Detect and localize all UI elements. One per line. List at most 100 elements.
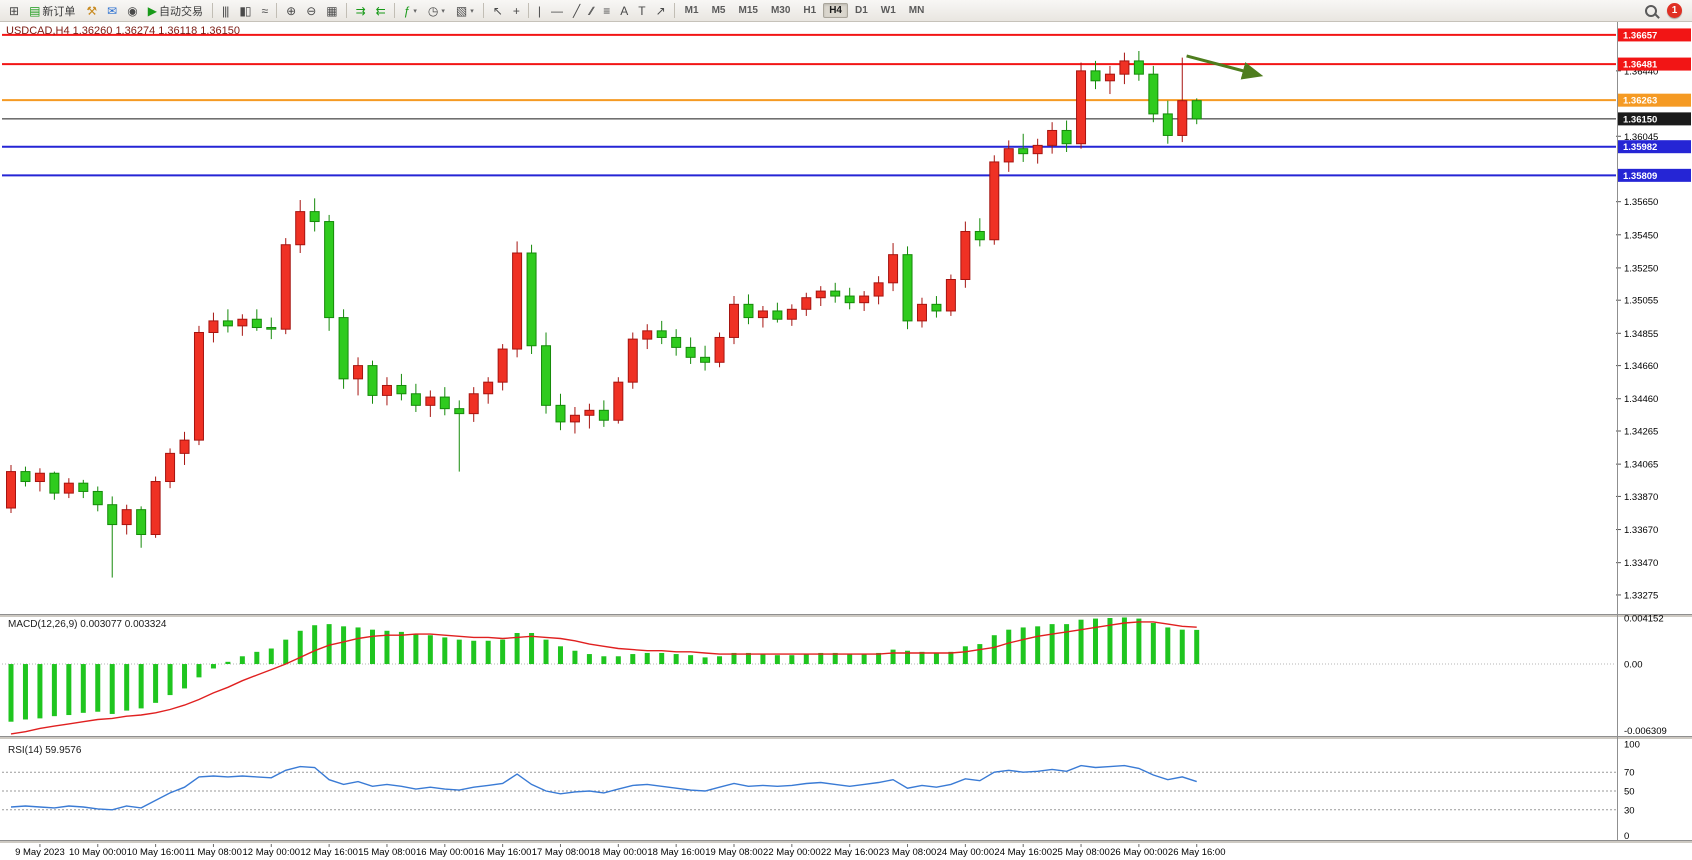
svg-text:1.35982: 1.35982	[1623, 142, 1657, 153]
candle-chart-mode-button[interactable]: ▮▯	[234, 0, 255, 21]
candles	[6, 50, 1202, 578]
svg-text:1.33275: 1.33275	[1624, 590, 1658, 601]
template-icon: ▧	[455, 3, 467, 18]
svg-text:30: 30	[1624, 805, 1635, 816]
macd-histogram	[8, 617, 1200, 722]
clock-icon: ◷	[427, 3, 439, 18]
timeframe-w1[interactable]: W1	[880, 5, 896, 16]
svg-text:18 May 00:00: 18 May 00:00	[590, 847, 648, 858]
svg-text:19 May 08:00: 19 May 08:00	[705, 847, 763, 858]
chevron-down-icon: ▾	[413, 7, 417, 15]
strategy-tester-button[interactable]: ⚒	[81, 0, 101, 21]
new-order-button[interactable]: ▤ 新订单	[24, 0, 80, 21]
chart-canvas[interactable]: 1.36440 1.36045 1.35650 1.35450 1.35250 1.350…	[0, 22, 1692, 860]
line-chart-icon: ≈	[261, 3, 269, 18]
zoom-out-button[interactable]: ⊖	[301, 0, 320, 21]
time-axis: 9 May 2023 10 May 00:00 10 May 16:00 11 May…	[15, 844, 1226, 858]
timeframe-d1[interactable]: D1	[854, 5, 868, 16]
channel-tool-button[interactable]: ∕∕	[585, 0, 597, 21]
timeframe-m15[interactable]: M15	[738, 5, 758, 16]
timeframe-h4[interactable]: H4	[823, 3, 848, 18]
arrow-tool-icon: ↗	[655, 3, 666, 18]
zoom-in-button[interactable]: ⊕	[281, 0, 300, 21]
mailbox-button[interactable]: ✉	[102, 0, 121, 21]
notification-badge[interactable]: 1	[1667, 3, 1682, 18]
svg-text:26 May 16:00: 26 May 16:00	[1168, 847, 1226, 858]
svg-text:1.36657: 1.36657	[1623, 30, 1657, 41]
svg-text:100: 100	[1624, 740, 1640, 751]
toolbar-separator	[527, 3, 529, 18]
label-tool-button[interactable]: T	[633, 0, 649, 21]
horizontal-lines[interactable]	[2, 33, 1616, 177]
price-tag-1.36657	[1618, 28, 1691, 42]
tile-windows-button[interactable]: ▦	[321, 0, 341, 21]
fibonacci-icon: ≡	[603, 3, 610, 18]
timeframe-m5[interactable]: M5	[711, 5, 726, 16]
price-tags: 1.36657 1.36481 1.36263 1.36150 1.35982 1.358…	[1618, 28, 1691, 182]
community-button[interactable]: ◉	[122, 0, 141, 21]
trendline-icon: ╱	[572, 3, 580, 18]
new-chart-button[interactable]: ⊞	[4, 0, 23, 21]
horizontal-line-icon: —	[550, 3, 563, 18]
chart-shift-button[interactable]: ⇇	[371, 0, 390, 21]
timeframe-h1[interactable]: H1	[803, 5, 817, 16]
trend-arrow-annotation[interactable]	[1186, 54, 1264, 80]
svg-text:12 May 16:00: 12 May 16:00	[300, 847, 358, 858]
svg-text:70: 70	[1624, 768, 1635, 779]
line-chart-mode-button[interactable]: ≈	[257, 0, 273, 21]
panel-separators	[0, 614, 1692, 844]
templates-button[interactable]: ▧ ▾	[451, 0, 479, 21]
svg-text:11 May 08:00: 11 May 08:00	[185, 847, 242, 858]
timeframe-m1[interactable]: M1	[684, 5, 699, 16]
price-tag-1.36481	[1618, 57, 1691, 71]
svg-text:1.34855: 1.34855	[1624, 329, 1658, 340]
svg-text:0: 0	[1624, 831, 1629, 842]
rsi-line	[10, 764, 1197, 811]
search-icon[interactable]	[1645, 4, 1657, 17]
channel-icon: ∕∕	[590, 3, 593, 18]
toolbar-separator	[276, 3, 278, 18]
bar-chart-icon: |||	[221, 3, 229, 18]
timeframe-mn[interactable]: MN	[908, 5, 925, 16]
svg-text:1.36440: 1.36440	[1624, 66, 1658, 77]
hammer-icon: ⚒	[86, 3, 97, 18]
timeframe-m30[interactable]: M30	[770, 5, 791, 16]
toolbar-separator	[393, 3, 395, 18]
arrows-tool-button[interactable]: ↗	[651, 0, 670, 21]
horizontal-line-tool-button[interactable]: —	[546, 0, 567, 21]
svg-text:24 May 16:00: 24 May 16:00	[994, 847, 1052, 858]
svg-text:1.35809: 1.35809	[1623, 171, 1657, 182]
svg-text:1.34660: 1.34660	[1624, 361, 1658, 372]
crosshair-tool-button[interactable]: +	[508, 0, 524, 21]
svg-text:10 May 00:00: 10 May 00:00	[69, 847, 127, 858]
cursor-icon: ↖	[492, 3, 503, 18]
vertical-line-icon: |	[537, 3, 541, 18]
svg-text:12 May 00:00: 12 May 00:00	[242, 847, 300, 858]
svg-text:1.34265: 1.34265	[1624, 427, 1658, 438]
text-tool-button[interactable]: A	[615, 0, 632, 21]
svg-text:1.35450: 1.35450	[1624, 230, 1658, 241]
new-order-label: 新订单	[42, 5, 76, 18]
chart-background	[0, 22, 1692, 860]
svg-text:24 May 00:00: 24 May 00:00	[937, 847, 995, 858]
svg-text:1.33670: 1.33670	[1624, 525, 1658, 536]
zoom-in-icon: ⊕	[286, 3, 296, 18]
autotrade-button[interactable]: ▶ 自动交易	[143, 0, 208, 21]
new-order-icon: ▤	[29, 3, 40, 18]
svg-text:15 May 08:00: 15 May 08:00	[358, 847, 416, 858]
svg-text:1.35250: 1.35250	[1624, 263, 1658, 274]
vertical-line-tool-button[interactable]: |	[533, 0, 545, 21]
chart-area[interactable]: 1.36440 1.36045 1.35650 1.35450 1.35250 1.350…	[0, 22, 1692, 860]
periods-button[interactable]: ◷ ▾	[423, 0, 450, 21]
svg-text:0.004152: 0.004152	[1624, 614, 1664, 625]
indicators-button[interactable]: ƒ ▾	[399, 0, 422, 21]
fibonacci-tool-button[interactable]: ≡	[598, 0, 614, 21]
svg-text:1.34065: 1.34065	[1624, 460, 1658, 471]
crosshair-icon: +	[512, 3, 520, 18]
bar-chart-mode-button[interactable]: |||	[217, 0, 233, 21]
trendline-tool-button[interactable]: ╱	[568, 0, 584, 21]
cursor-tool-button[interactable]: ↖	[488, 0, 507, 21]
toolbar-separator	[673, 3, 675, 18]
auto-scroll-button[interactable]: ⇉	[351, 0, 370, 21]
svg-text:1.34460: 1.34460	[1624, 394, 1658, 405]
